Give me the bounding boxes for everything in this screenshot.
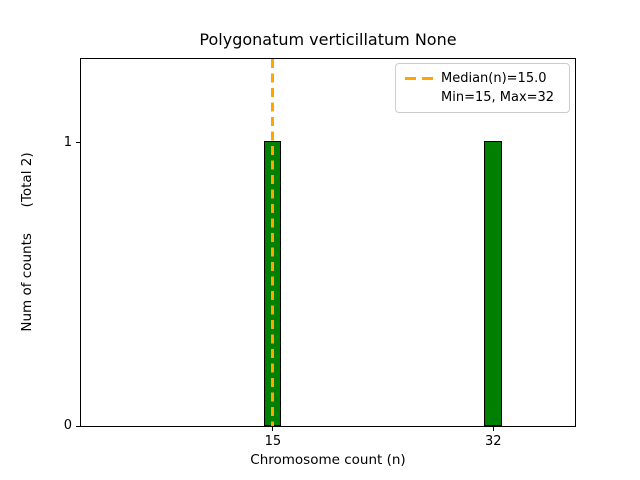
median-line: [271, 59, 275, 426]
chart-title: Polygonatum verticillatum None: [199, 30, 457, 49]
y-axis-label: Num of counts (Total 2): [19, 152, 35, 332]
x-tick-label: 32: [485, 434, 502, 449]
y-tick-mark: [76, 425, 80, 427]
bar: [484, 141, 502, 427]
y-tick-label: 1: [63, 134, 72, 150]
x-tick-mark: [492, 427, 494, 431]
legend-entry: Median(n)=15.0: [405, 69, 561, 88]
y-tick-mark: [76, 142, 80, 144]
y-tick-label: 0: [63, 418, 72, 433]
legend-entry: Min=15, Max=32: [405, 88, 561, 107]
plot-area: 15 32 0 1 Median(n)=15.0 Min=15, Max=32: [64, 58, 576, 449]
legend-marker-spacer: [405, 96, 433, 99]
x-tick-mark: [272, 427, 274, 431]
x-tick-label: 15: [264, 434, 282, 449]
x-axis-label: Chromosome count (n): [250, 452, 406, 468]
legend-label: Median(n)=15.0: [441, 71, 547, 86]
legend-label: Min=15, Max=32: [441, 90, 555, 105]
dashed-line-icon: [405, 77, 433, 80]
legend: Median(n)=15.0 Min=15, Max=32: [395, 63, 570, 113]
